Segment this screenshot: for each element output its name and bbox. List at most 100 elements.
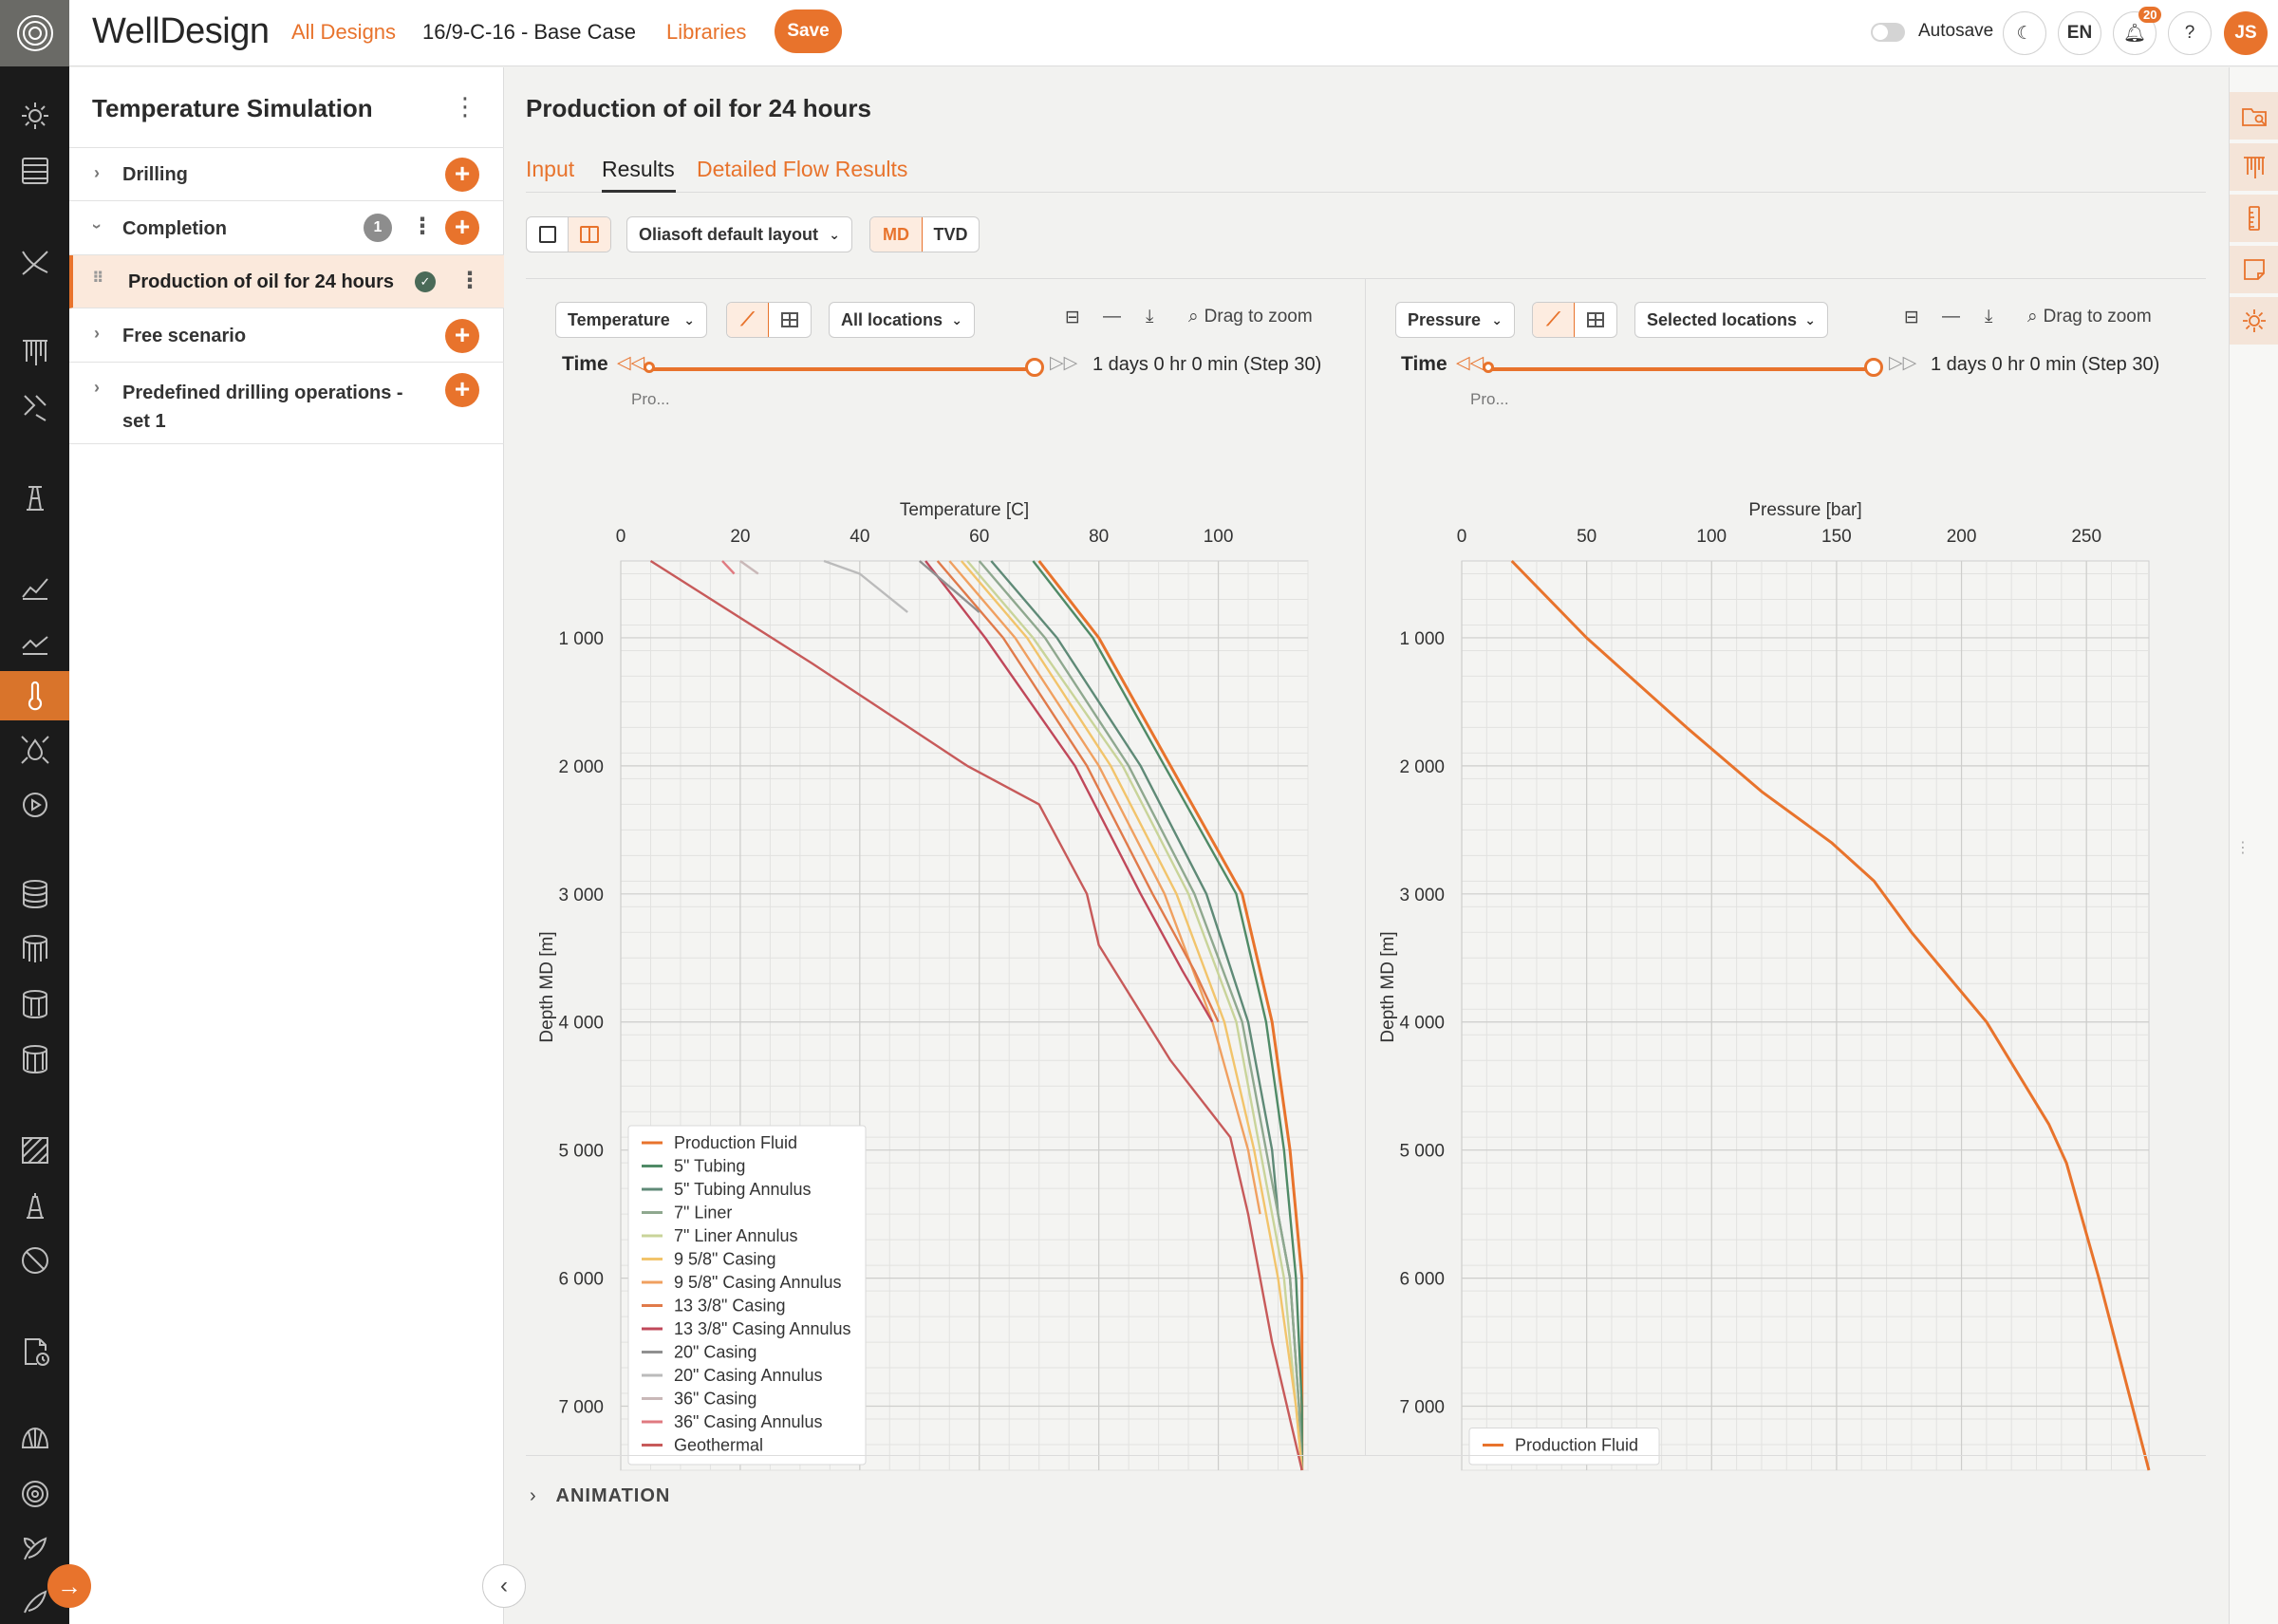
line-chart-icon: ⟋ [740, 308, 755, 330]
table-view-button[interactable] [1575, 303, 1616, 337]
download-icon[interactable]: ⤓ [1146, 307, 1154, 327]
leaf-icon[interactable] [0, 1522, 69, 1572]
notifications-button[interactable]: 🔔︎ 20 [2113, 7, 2162, 55]
time-slider-track[interactable] [1488, 367, 1874, 371]
sidebar-item-production-oil-24h[interactable]: ⠿ Production of oil for 24 hours ✓ ⋮ [69, 255, 504, 308]
cylinder-icon[interactable] [0, 869, 69, 919]
tab-detailed-flow-results[interactable]: Detailed Flow Results [697, 157, 908, 181]
table-view-button[interactable] [769, 303, 811, 337]
drag-to-zoom-button[interactable]: ⌕ Drag to zoom [2027, 307, 2152, 327]
settings-icon[interactable] [2230, 297, 2278, 345]
ruler-icon[interactable] [2230, 195, 2278, 242]
time-slider-track[interactable] [649, 367, 1035, 371]
layout-select[interactable]: Oliasoft default layout ⌄ [626, 216, 852, 252]
barrel-icon[interactable] [0, 1035, 69, 1084]
split-view-button[interactable] [569, 217, 610, 252]
resize-handle-icon[interactable]: ⋮ [2235, 840, 2250, 856]
y-tick-label: 2 000 [1399, 757, 1445, 777]
tubular-icon[interactable] [0, 980, 69, 1029]
add-completion-button[interactable]: + [445, 211, 479, 245]
derrick-icon[interactable] [0, 1181, 69, 1230]
chart-view-button[interactable]: ⟋ [1533, 303, 1576, 337]
pressure-chart[interactable]: 0 50 100 150 200 250 1 000 2 000 3 000 4 000 5 000… [1365, 485, 2219, 1472]
line-style-icon[interactable]: — [1103, 307, 1121, 327]
scenario-menu-icon[interactable]: ⋮ [458, 268, 481, 293]
temperature-chart[interactable]: 0 20 40 60 80 100 1 000 2 000 3 000 4 000 5 000 6 0… [524, 485, 1378, 1472]
app-logo-icon[interactable] [0, 0, 69, 66]
sidebar-item-drilling[interactable]: › Drilling + [69, 148, 504, 201]
time-slider-handle[interactable] [1864, 358, 1883, 377]
sidebar-item-predefined-drilling[interactable]: › Predefined drilling operations - set 1… [69, 363, 504, 444]
simulation-gear-icon[interactable] [0, 780, 69, 830]
selected-locations-select[interactable]: Selected locations ⌄ [1634, 302, 1828, 338]
leaf-2-icon[interactable] [0, 1576, 69, 1624]
oliasoft-logo-icon[interactable] [0, 1469, 69, 1519]
thermometer-icon[interactable] [0, 671, 69, 720]
nav-current-design[interactable]: 16/9-C-16 - Base Case [422, 20, 636, 44]
string-icon[interactable] [0, 924, 69, 974]
area-chart-icon[interactable] [0, 562, 69, 611]
download-icon[interactable]: ⤓ [1985, 307, 1993, 327]
expand-rail-button[interactable]: → [47, 1564, 91, 1608]
settings-gear-icon[interactable] [0, 91, 69, 140]
blocked-icon[interactable] [0, 1236, 69, 1285]
rewind-icon[interactable]: ◁◁ [1456, 353, 1484, 373]
save-button[interactable]: Save [775, 9, 842, 53]
layers-icon[interactable] [0, 146, 69, 196]
single-view-button[interactable] [527, 217, 570, 252]
folder-search-icon[interactable] [2230, 92, 2278, 140]
casing-schematic-icon[interactable] [0, 327, 69, 376]
fluid-drop-icon[interactable] [0, 725, 69, 775]
hatch-icon[interactable] [0, 1126, 69, 1175]
shell-icon[interactable] [0, 1414, 69, 1464]
drag-to-zoom-button[interactable]: ⌕ Drag to zoom [1188, 307, 1313, 327]
rig-icon[interactable] [0, 473, 69, 522]
sidebar-item-completion[interactable]: › Completion 1 ⋮ + [69, 201, 504, 255]
branch-icon[interactable] [0, 383, 69, 433]
rewind-icon[interactable]: ◁◁ [617, 353, 645, 373]
note-icon[interactable] [2230, 246, 2278, 293]
report-clock-icon[interactable] [0, 1327, 69, 1376]
locations-select[interactable]: All locations ⌄ [829, 302, 975, 338]
autosave-label: Autosave [1918, 21, 1994, 41]
user-avatar[interactable]: JS [2224, 11, 2268, 55]
dark-mode-button[interactable]: ☾ [2003, 11, 2046, 55]
series-line-production-fluid [1037, 560, 1304, 1470]
add-predefined-button[interactable]: + [445, 373, 479, 407]
autosave-toggle[interactable] [1871, 23, 1905, 42]
trajectory-icon[interactable] [0, 237, 69, 287]
language-button[interactable]: EN [2058, 11, 2101, 55]
nav-libraries[interactable]: Libraries [666, 20, 747, 44]
add-drilling-button[interactable]: + [445, 158, 479, 192]
collapse-sidebar-button[interactable]: ‹ [482, 1564, 526, 1608]
md-button[interactable]: MD [870, 217, 924, 252]
line-style-icon[interactable]: — [1942, 307, 1960, 327]
chart-view-button[interactable]: ⟋ [727, 303, 770, 337]
completion-menu-icon[interactable]: ⋮ [411, 214, 434, 239]
time-slider-handle[interactable] [1025, 358, 1044, 377]
panel-divider [1365, 279, 1366, 1456]
tab-input[interactable]: Input [526, 157, 575, 181]
legend-toggle-icon[interactable]: ⊟ [1904, 308, 1919, 327]
add-free-scenario-button[interactable]: + [445, 319, 479, 353]
tvd-button[interactable]: TVD [933, 224, 968, 244]
pressure-variable-select[interactable]: Pressure ⌄ [1395, 302, 1515, 338]
tab-results[interactable]: Results [602, 157, 675, 181]
schematic-icon[interactable] [2230, 143, 2278, 191]
forward-icon[interactable]: ▷▷ [1050, 353, 1078, 373]
line-chart-icon[interactable] [0, 617, 69, 666]
x-tick-label: 40 [850, 527, 869, 547]
temperature-variable-select[interactable]: Temperature ⌄ [555, 302, 707, 338]
sidebar-menu-icon[interactable]: ⋮ [453, 92, 477, 121]
nav-all-designs[interactable]: All Designs [291, 20, 397, 44]
drag-handle-icon[interactable]: ⠿ [92, 271, 104, 287]
sidebar-item-free-scenario[interactable]: › Free scenario + [69, 308, 504, 363]
y-tick-label: 7 000 [1399, 1398, 1445, 1418]
x-tick-label: 80 [1089, 527, 1109, 547]
legend-entry: 9 5/8" Casing Annulus [674, 1273, 842, 1292]
help-button[interactable]: ? [2168, 11, 2212, 55]
legend-toggle-icon[interactable]: ⊟ [1065, 308, 1080, 327]
truncated-series-label: Pro... [1470, 390, 1509, 408]
animation-section-toggle[interactable]: › ANIMATION [530, 1485, 670, 1507]
forward-icon[interactable]: ▷▷ [1889, 353, 1917, 373]
